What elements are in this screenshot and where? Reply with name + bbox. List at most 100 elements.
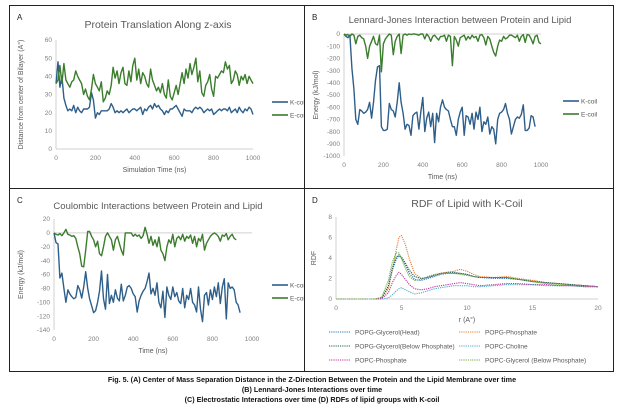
- legend-label: POPC-Phosphate: [355, 357, 407, 364]
- y-axis-label: Energy (kJ/mol): [313, 70, 320, 119]
- chart-title: Lennard-Jones Interaction between Protei…: [349, 15, 572, 26]
- panel-letter: B: [312, 13, 318, 22]
- x-tick-label: 1000: [245, 336, 260, 343]
- x-tick-label: 200: [90, 155, 101, 162]
- x-tick-label: 800: [496, 162, 507, 169]
- y-tick-label: -1000: [323, 153, 340, 160]
- legend-label: POPC-Choline: [485, 343, 528, 350]
- y-tick-label: -140: [37, 327, 50, 334]
- chart-rdf: RDF of Lipid with K-Coil 0 2 4 6 8 0 5 10 15 20 r (…: [311, 198, 602, 364]
- x-tick-label: 400: [128, 336, 139, 343]
- caption-line-3: (C) Electrostatic Interactions over time…: [184, 395, 440, 404]
- series-line-popg-glycerol-below-phosphate-: [336, 254, 599, 300]
- caption-line-1: Fig. 5. (A) Center of Mass Separation Di…: [107, 375, 517, 384]
- y-tick-label: -200: [327, 56, 340, 63]
- x-axis-label: Time (ns): [138, 348, 167, 355]
- x-axis-label: Simulation Time (ns): [123, 167, 187, 174]
- chart-title: RDF of Lipid with K-Coil: [411, 198, 522, 210]
- series-line-e-coil: [343, 33, 542, 73]
- y-tick-label: 0: [328, 296, 332, 303]
- y-tick-label: 20: [45, 110, 53, 117]
- series-line-popg-glycerol-head-: [336, 255, 599, 300]
- x-tick-label: 800: [207, 336, 218, 343]
- x-axis-label: Time (ns): [428, 174, 457, 181]
- series-line-k-coil: [53, 232, 241, 323]
- series-line-k-coil: [343, 33, 536, 145]
- y-tick-label: -100: [327, 43, 340, 50]
- chart-title: Protein Translation Along z-axis: [84, 19, 231, 31]
- y-tick-label: 20: [43, 216, 51, 223]
- x-tick-label: 600: [457, 162, 468, 169]
- y-tick-label: -60: [41, 272, 51, 279]
- series-line-e-coil: [53, 226, 237, 268]
- panel-letter: D: [312, 196, 318, 205]
- y-tick-label: -120: [37, 313, 50, 320]
- y-axis-label: Distance from center of Bilayer (A°): [17, 40, 25, 150]
- x-tick-label: 0: [52, 336, 56, 343]
- y-tick-label: 0: [48, 146, 52, 153]
- y-tick-label: 8: [328, 214, 332, 221]
- y-tick-label: 6: [328, 235, 332, 242]
- panel-b: B Lennard-Jones Interaction between Prot…: [304, 5, 614, 189]
- y-tick-label: 0: [46, 230, 50, 237]
- y-tick-label: -500: [327, 92, 340, 99]
- chart-coulombic: Coulombic Interactions between Protein a…: [18, 201, 306, 355]
- series-line-popc-phosphate: [336, 271, 598, 300]
- x-tick-label: 600: [169, 155, 180, 162]
- y-tick-label: 2: [328, 276, 332, 283]
- panel-a: A Protein Translation Along z-axis 0 10 20 3…: [9, 5, 306, 189]
- x-tick-label: 15: [529, 305, 537, 312]
- y-tick-label: -800: [327, 129, 340, 136]
- y-axis-label: RDF: [311, 251, 318, 265]
- series-line-popc-choline: [336, 284, 598, 300]
- chart-lennard-jones: Lennard-Jones Interaction between Protei…: [313, 15, 598, 181]
- x-tick-label: 0: [342, 162, 346, 169]
- x-tick-label: 400: [417, 162, 428, 169]
- x-tick-label: 5: [400, 305, 404, 312]
- legend-label: K-coil: [581, 98, 598, 105]
- y-tick-label: -400: [327, 80, 340, 87]
- x-tick-label: 20: [594, 305, 602, 312]
- y-axis-label: Energy (kJ/mol): [18, 250, 25, 299]
- x-tick-label: 200: [378, 162, 389, 169]
- series-line-popc-glycerol-below-phosphate-: [336, 252, 599, 300]
- legend-label: POPG-Glycerol(Below Phosphate): [355, 343, 455, 350]
- figure-caption: Fig. 5. (A) Center of Mass Separation Di…: [0, 375, 624, 405]
- y-tick-label: -900: [327, 141, 340, 148]
- y-tick-label: 60: [45, 37, 53, 44]
- y-tick-label: -100: [37, 299, 50, 306]
- x-tick-label: 0: [334, 305, 338, 312]
- legend-label: E-coil: [290, 295, 306, 302]
- panel-c: C Coulombic Interactions between Protein…: [9, 188, 306, 372]
- y-tick-label: 30: [45, 92, 53, 99]
- y-tick-label: 40: [45, 74, 53, 81]
- series-line-e-coil: [55, 57, 254, 103]
- x-tick-label: 600: [167, 336, 178, 343]
- y-tick-label: 0: [336, 31, 340, 38]
- y-tick-label: -20: [41, 244, 51, 251]
- panel-letter: C: [17, 196, 23, 205]
- caption-line-2: (B) Lennard-Jones Interactions over time: [241, 385, 383, 394]
- y-tick-label: -300: [327, 68, 340, 75]
- x-tick-label: 200: [88, 336, 99, 343]
- y-tick-label: -80: [41, 286, 51, 293]
- y-tick-label: 10: [45, 128, 53, 135]
- y-tick-label: -600: [327, 104, 340, 111]
- panel-d: D RDF of Lipid with K-Coil 0 2 4 6 8 0 5 10 15 20 r…: [304, 188, 614, 372]
- chart-title: Coulombic Interactions between Protein a…: [53, 201, 262, 212]
- legend-label: POPG-Glycerol(Head): [355, 329, 420, 336]
- x-tick-label: 10: [463, 305, 471, 312]
- y-tick-label: 50: [45, 55, 53, 62]
- legend-label: K-coil: [290, 282, 306, 289]
- y-tick-label: -40: [41, 258, 51, 265]
- series-line-popg-phosphate: [336, 234, 599, 300]
- chart-protein-translation: Protein Translation Along z-axis 0 10 20 30 4…: [17, 19, 306, 174]
- x-tick-label: 1000: [534, 162, 549, 169]
- y-tick-label: -700: [327, 117, 340, 124]
- panel-letter: A: [17, 13, 23, 22]
- legend-label: K-coil: [290, 99, 306, 106]
- legend-label: E-coil: [290, 112, 306, 119]
- x-tick-label: 800: [208, 155, 219, 162]
- y-tick-label: 4: [328, 255, 332, 262]
- x-tick-label: 400: [129, 155, 140, 162]
